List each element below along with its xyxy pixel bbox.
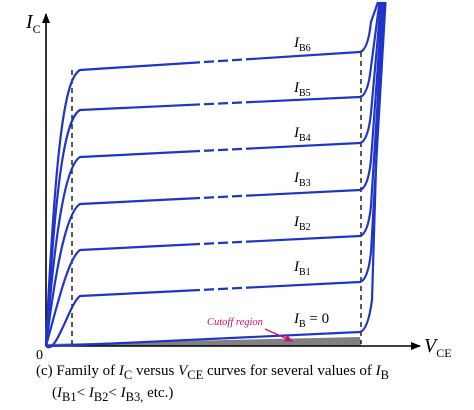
curve-break-gap <box>228 239 232 246</box>
curve-break-gap <box>200 148 204 154</box>
curve-break-gap <box>214 147 218 154</box>
curve-break-gap <box>242 145 246 152</box>
ib-curve-family <box>44 1 387 349</box>
curve-break-gap <box>228 193 232 200</box>
curve-ib0 <box>45 1 383 348</box>
curve-ib6 <box>44 1 380 347</box>
curve-break-gap <box>228 146 232 153</box>
curve-label-ib2: IB2 <box>293 214 311 233</box>
curve-break-gap <box>200 59 204 66</box>
curve-ib1 <box>45 1 387 349</box>
curve-break-gap <box>214 286 218 293</box>
curve-label-ib6: IB6 <box>293 35 311 54</box>
x-axis-label: VCE <box>424 335 452 360</box>
curve-break-gap <box>242 238 246 245</box>
curve-break-gap <box>242 284 246 291</box>
curve-ib5 <box>44 1 381 347</box>
curve-break-gap <box>242 192 246 199</box>
curve-break-gap <box>200 241 204 247</box>
curve-break-gap <box>200 195 204 201</box>
curve-break-gap <box>200 101 204 108</box>
curve-label-ib1: IB1 <box>293 259 311 278</box>
curve-ib3 <box>44 1 384 347</box>
figure-caption: (c) Family of IC versus VCE curves for s… <box>36 363 390 404</box>
curve-label-ib0: IB = 0 <box>293 311 329 330</box>
curve-break-gap <box>228 100 232 107</box>
curve-break-gap <box>214 240 218 247</box>
curve-break-gap <box>200 287 204 293</box>
curve-break-gap <box>242 99 246 106</box>
curve-break-gap <box>214 100 218 107</box>
curve-label-ib5: IB5 <box>293 80 311 99</box>
curve-label-ib4: IB4 <box>293 125 311 144</box>
cutoff-region-arrow <box>264 328 293 342</box>
curve-break-marks <box>200 56 246 293</box>
curve-break-gap <box>242 56 246 63</box>
curve-break-gap <box>214 58 218 65</box>
origin-label: 0 <box>36 348 43 363</box>
curve-label-ib3: IB3 <box>293 170 311 189</box>
curve-ib2 <box>44 1 386 347</box>
cutoff-region-label: Cutoff region <box>207 317 263 328</box>
curve-ib4 <box>44 1 383 347</box>
curve-break-gap <box>214 194 218 201</box>
curve-break-gap <box>228 57 232 64</box>
y-axis-label: IC <box>25 11 41 36</box>
curve-break-gap <box>228 285 232 292</box>
